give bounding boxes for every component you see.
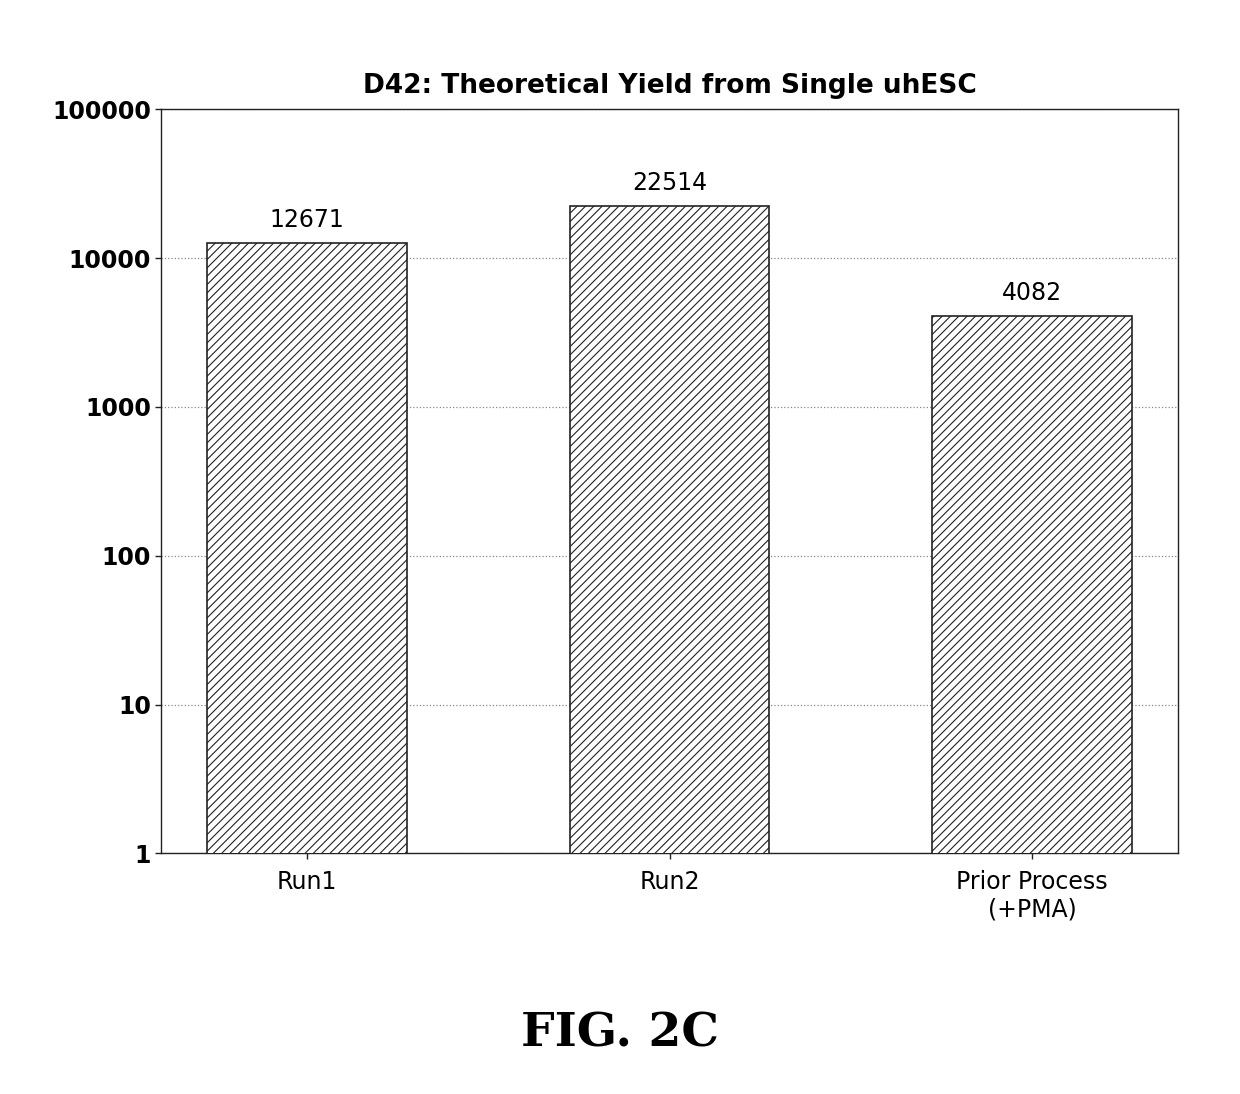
Text: FIG. 2C: FIG. 2C <box>521 1011 719 1057</box>
Bar <box>207 243 407 1094</box>
Text: 22514: 22514 <box>632 171 707 195</box>
Bar <box>932 316 1132 1094</box>
Text: 4082: 4082 <box>1002 281 1063 305</box>
Bar <box>570 206 769 1094</box>
Text: 12671: 12671 <box>270 208 345 232</box>
Title: D42: Theoretical Yield from Single uhESC: D42: Theoretical Yield from Single uhESC <box>363 72 976 98</box>
